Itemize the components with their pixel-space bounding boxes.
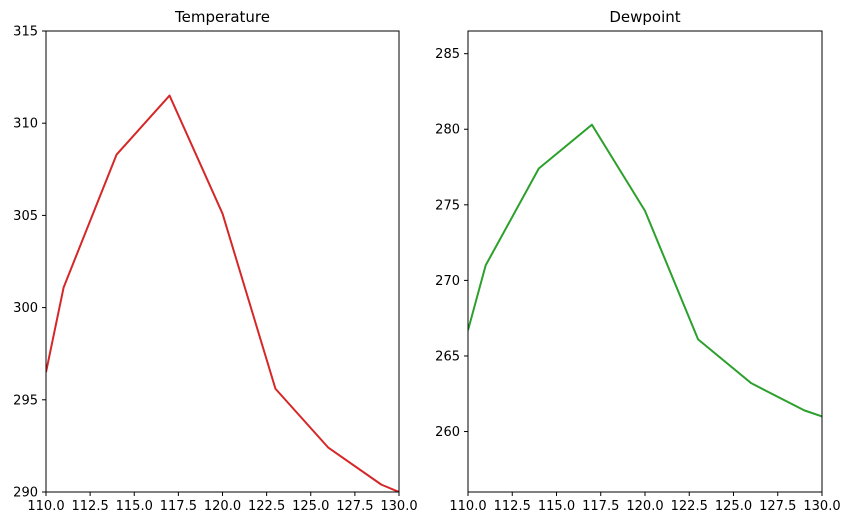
x-tick-label: 122.5: [671, 499, 708, 514]
y-tick-label: 270: [435, 274, 460, 289]
y-tick-label: 275: [435, 198, 460, 213]
chart-title: Dewpoint: [609, 8, 680, 26]
x-tick-label: 112.5: [72, 499, 109, 514]
y-tick-label: 290: [13, 486, 38, 501]
y-tick-label: 295: [13, 393, 38, 408]
y-tick-label: 305: [13, 209, 38, 224]
data-point: [698, 339, 699, 340]
data-point: [645, 210, 646, 211]
y-tick-label: 310: [13, 117, 38, 132]
x-tick-label: 127.5: [336, 499, 373, 514]
x-tick-label: 110.0: [27, 499, 64, 514]
axes-frame: [467, 30, 823, 493]
x-tick-label: 115.0: [538, 499, 575, 514]
chart-title: Temperature: [174, 8, 270, 26]
data-point: [804, 410, 805, 411]
data-point: [538, 168, 539, 169]
data-point: [116, 154, 117, 155]
x-tick-label: 122.5: [248, 499, 285, 514]
series-line: [468, 123, 822, 418]
x-tick-label: 125.0: [292, 499, 329, 514]
y-tick-label: 315: [13, 25, 38, 40]
y-tick-label: 285: [435, 47, 460, 62]
x-tick-label: 117.5: [582, 499, 619, 514]
x-tick-label: 130.0: [380, 499, 417, 514]
data-point: [591, 124, 592, 125]
x-tick-label: 110.0: [449, 499, 486, 514]
chart-panel-1: Temperature 110.0 112.5 115.0 117.5 120.0 122.…: [13, 8, 417, 514]
x-tick-label: 125.0: [715, 499, 752, 514]
x-tick-label: 112.5: [494, 499, 531, 514]
data-point: [485, 265, 486, 266]
series-line: [46, 94, 399, 492]
x-tick-label: 120.0: [626, 499, 663, 514]
data-point: [63, 287, 64, 288]
data-point: [381, 484, 382, 485]
data-point: [222, 213, 223, 214]
x-tick-label: 127.5: [759, 499, 796, 514]
data-point: [328, 447, 329, 448]
y-tick-label: 300: [13, 301, 38, 316]
axes-frame: [45, 30, 400, 493]
y-tick-label: 265: [435, 349, 460, 364]
x-tick-label: 115.0: [116, 499, 153, 514]
x-tick-label: 130.0: [803, 499, 840, 514]
x-tick-label: 120.0: [204, 499, 241, 514]
chart-panel-2: Dewpoint 110.0 112.5 115.0 117.5 120.0 122.5 12…: [435, 8, 840, 514]
data-point: [751, 383, 752, 384]
data-point: [169, 95, 170, 96]
y-tick-label: 280: [435, 123, 460, 138]
x-tick-label: 117.5: [160, 499, 197, 514]
data-point: [275, 388, 276, 389]
y-tick-label: 260: [435, 425, 460, 440]
